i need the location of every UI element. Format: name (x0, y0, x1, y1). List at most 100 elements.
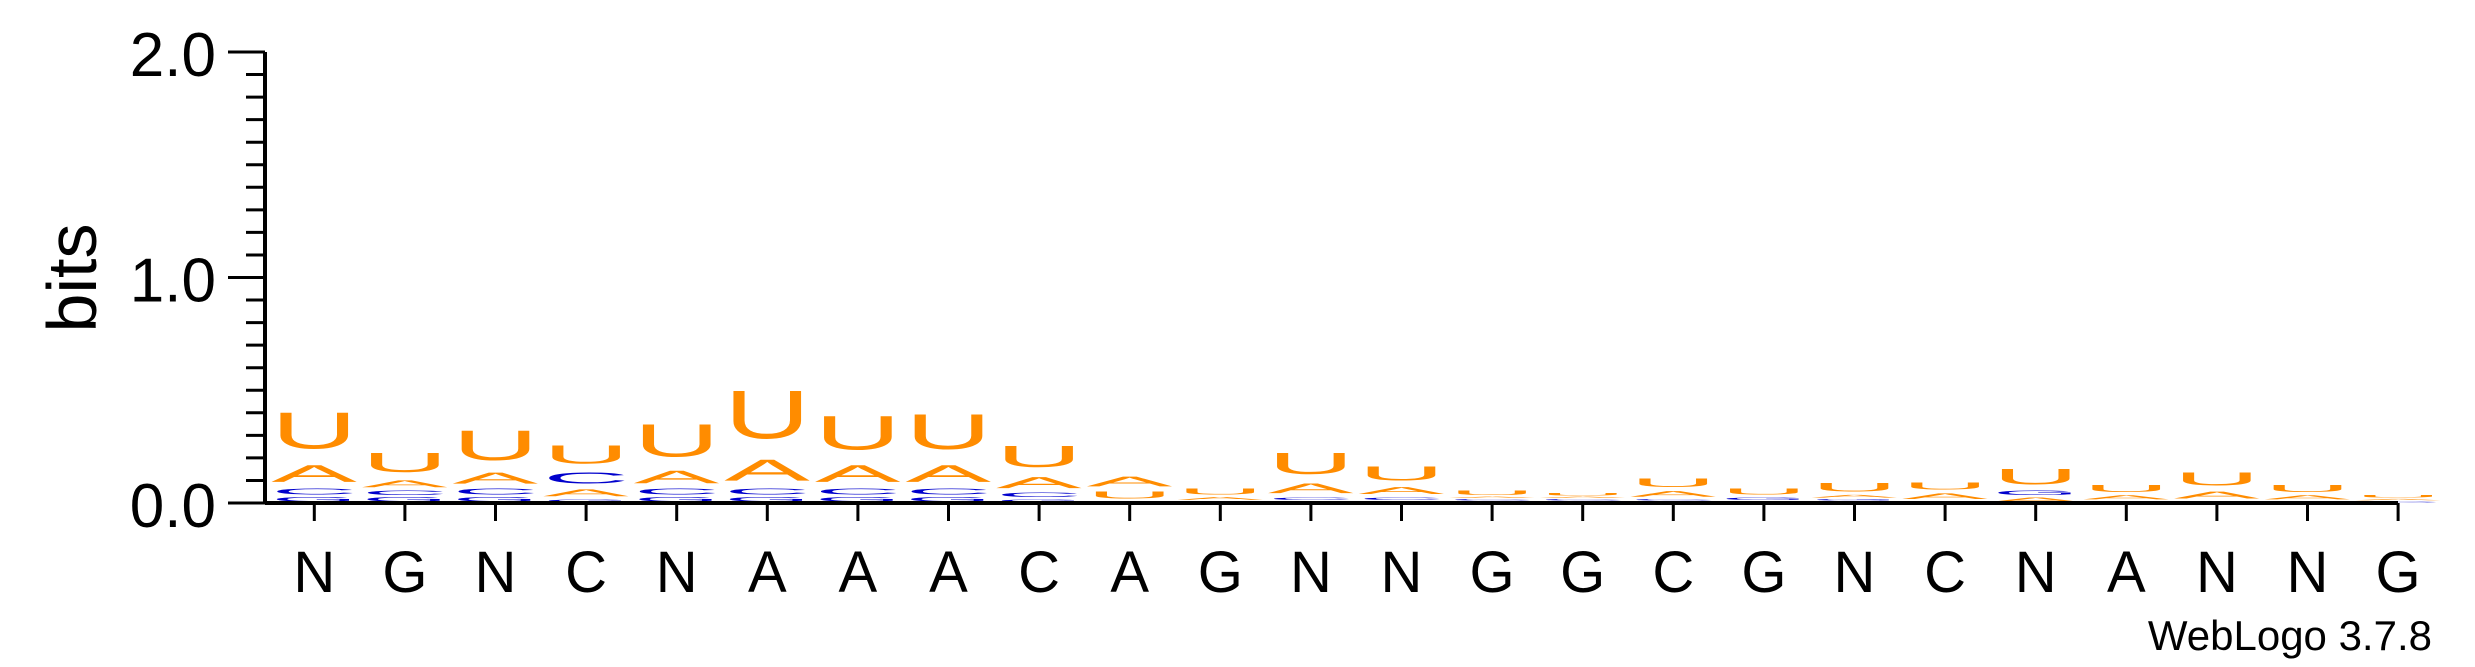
x-tick-label: N (2015, 540, 2057, 605)
logo-letter-a: A (2083, 494, 2169, 501)
logo-letter-u: U (724, 376, 810, 453)
logo-letter-a: A (815, 460, 901, 487)
logo-letter-c: C (724, 487, 810, 496)
logo-letter-a: A (271, 460, 357, 487)
logo-letter-c: C (815, 487, 901, 496)
logo-letter-a: A (996, 474, 1082, 492)
logo-stacks: GCAUGCAUGCAUGACUGCAUGCAUGCAUGCAUGCAUCUAC… (271, 376, 2441, 503)
x-tick-label: C (1924, 540, 1966, 605)
logo-letter-a: A (2265, 494, 2351, 501)
x-tick-label: N (293, 540, 335, 605)
x-tick-label: G (1470, 540, 1515, 605)
logo-letter-g: G (1721, 496, 1807, 501)
y-tick-label: 1.0 (130, 247, 216, 316)
logo-letter-u: U (2083, 483, 2169, 494)
logo-letter-g: G (815, 496, 901, 503)
logo-letter-u: U (1721, 487, 1807, 496)
logo-letter-u: U (1449, 489, 1535, 496)
logo-letter-g: G (271, 496, 357, 503)
logo-letter-g: G (996, 498, 1082, 503)
logo-letter-u: U (271, 402, 357, 460)
logo-letter-c: C (634, 487, 720, 496)
y-tick-label: 0.0 (130, 472, 216, 541)
logo-letter-a: A (1993, 496, 2079, 503)
logo-letter-u: U (2174, 469, 2260, 489)
x-tick-label: N (2196, 540, 2238, 605)
logo-letter-c: C (1268, 496, 1354, 500)
y-axis-ticks: 0.0 1.0 2.0 (130, 21, 265, 541)
logo-letter-u: U (1630, 476, 1716, 490)
logo-letter-u: U (2265, 483, 2351, 494)
logo-letter-a: A (1268, 480, 1354, 496)
x-tick-label: G (1741, 540, 1786, 605)
logo-letter-c: C (543, 469, 629, 487)
logo-letter-c: C (906, 487, 992, 496)
x-tick-label: N (656, 540, 698, 605)
logo-letter-u: U (543, 440, 629, 469)
logo-letter-a: A (1812, 494, 1898, 498)
logo-letter-c: C (1630, 498, 1716, 500)
x-tick-label: N (2287, 540, 2329, 605)
logo-letter-c: C (1449, 498, 1535, 500)
logo-letter-u: U (1268, 447, 1354, 481)
logo-letter-u: U (2355, 494, 2441, 498)
x-tick-label: G (1198, 540, 1243, 605)
logo-letter-u: U (634, 415, 720, 467)
logo-letter-u: U (906, 404, 992, 460)
logo-letter-g: G (1812, 498, 1898, 500)
logo-letter-g: G (543, 498, 629, 503)
logo-letter-g: G (634, 496, 720, 503)
logo-letter-g: G (724, 496, 810, 503)
logo-letter-c: C (1359, 496, 1445, 500)
logo-letter-u: U (1540, 492, 1626, 496)
x-tick-label: A (1110, 540, 1149, 605)
logo-letter-a: A (453, 469, 539, 487)
x-tick-label: C (1652, 540, 1694, 605)
logo-letter-g: G (362, 496, 448, 503)
logo-letter-c: C (996, 492, 1082, 499)
logo-letter-u: U (1087, 489, 1173, 500)
x-tick-label: N (475, 540, 517, 605)
logo-letter-a: A (1087, 474, 1173, 490)
logo-letter-a: A (724, 453, 810, 487)
x-tick-label: G (1560, 540, 1605, 605)
logo-letter-c: C (2355, 501, 2441, 503)
logo-letter-u: U (362, 447, 448, 478)
logo-letter-u: U (453, 422, 539, 469)
logo-letter-a: A (1630, 490, 1716, 499)
y-tick-label: 2.0 (130, 21, 216, 90)
logo-letter-c: C (362, 489, 448, 496)
x-tick-label: A (929, 540, 968, 605)
x-tick-label: G (382, 540, 427, 605)
logo-letter-c: C (271, 487, 357, 496)
logo-letter-a: A (2355, 499, 2441, 501)
x-tick-label: N (1381, 540, 1423, 605)
logo-letter-g: G (1993, 489, 2079, 496)
y-axis-label: bits (33, 224, 111, 333)
logo-letter-u: U (1993, 465, 2079, 490)
logo-letter-u: U (1812, 480, 1898, 494)
logo-letter-a: A (1902, 492, 1988, 501)
x-tick-label: C (565, 540, 607, 605)
x-tick-label: A (2107, 540, 2146, 605)
x-tick-label: C (1018, 540, 1060, 605)
logo-letter-u: U (1177, 487, 1263, 496)
logo-letter-u: U (996, 440, 1082, 474)
logo-letter-a: A (1177, 496, 1263, 500)
weblogo-credit: WebLogo 3.7.8 (2148, 612, 2432, 659)
logo-letter-a: A (1359, 485, 1445, 496)
logo-letter-a: A (1449, 496, 1535, 498)
logo-letter-c: C (453, 487, 539, 496)
logo-letter-a: A (634, 467, 720, 487)
x-tick-label: G (2376, 540, 2421, 605)
logo-letter-a: A (2174, 490, 2260, 501)
x-tick-label: A (748, 540, 787, 605)
logo-letter-u: U (1902, 480, 1988, 491)
logo-letter-u: U (1359, 463, 1445, 485)
x-tick-label: A (839, 540, 878, 605)
logo-letter-a: A (1540, 496, 1626, 498)
logo-letter-c: C (1540, 498, 1626, 500)
x-tick-label: N (1834, 540, 1876, 605)
